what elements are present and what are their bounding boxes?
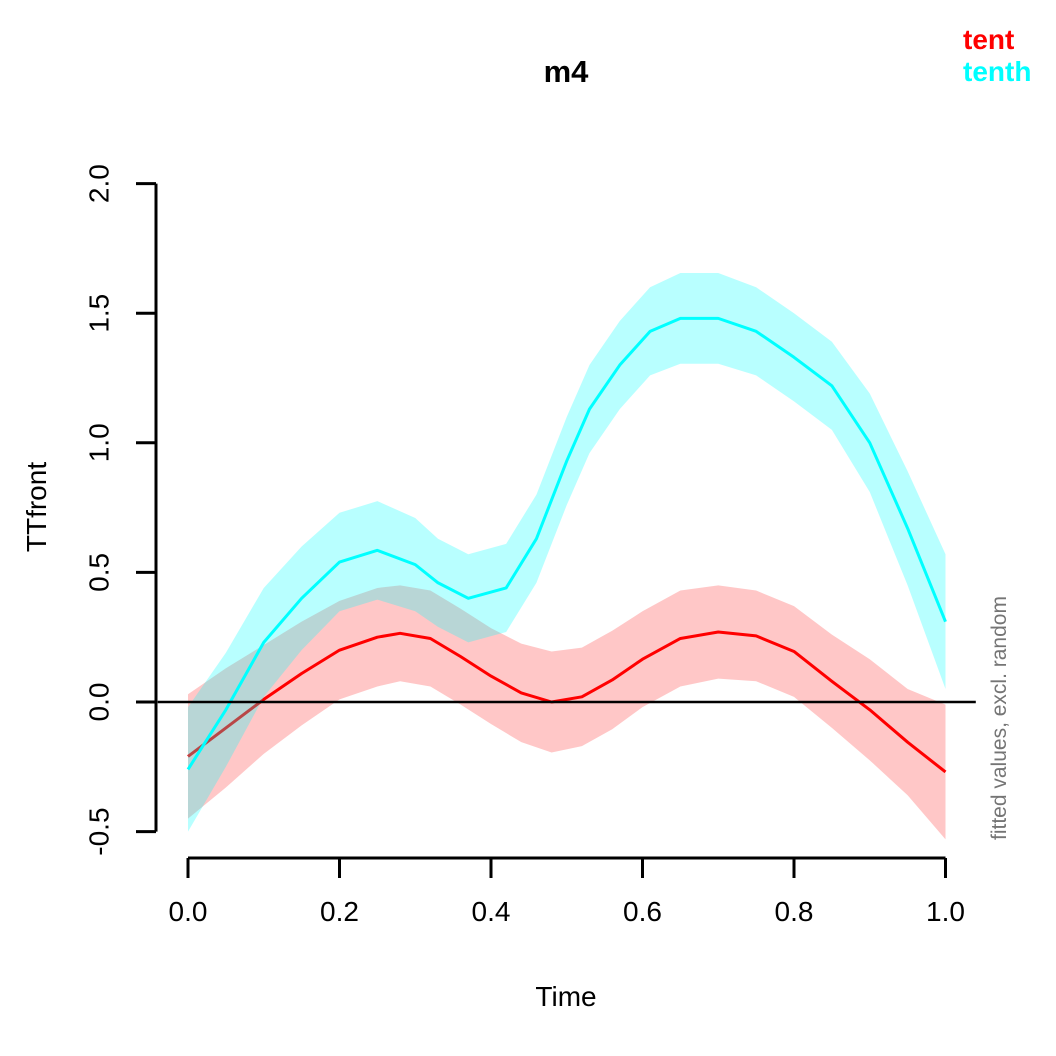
y-tick-label: 1.0	[84, 423, 115, 462]
x-tick-label: 0.6	[623, 896, 662, 927]
legend-item-tenth: tenth	[963, 56, 1032, 87]
legend-item-tent: tent	[963, 24, 1015, 55]
x-tick-label: 0.8	[775, 896, 814, 927]
y-tick-label: 0.0	[84, 683, 115, 722]
y-axis-title: TTfront	[21, 461, 52, 553]
x-tick-label: 0.4	[472, 896, 511, 927]
chart-title: m4	[543, 54, 589, 89]
x-tick-label: 0.2	[320, 896, 359, 927]
x-tick-label: 1.0	[926, 896, 965, 927]
x-axis-title: Time	[535, 981, 597, 1012]
tent-confidence-band	[188, 585, 946, 840]
y-tick-label: 2.0	[84, 164, 115, 203]
y-tick-label: 0.5	[84, 553, 115, 592]
y-tick-label: -0.5	[84, 807, 115, 855]
right-annotation: fitted values, excl. random	[988, 596, 1011, 840]
y-tick-label: 1.5	[84, 294, 115, 333]
tenth-fitted-line	[186, 316, 947, 771]
tenth-confidence-band	[188, 273, 946, 832]
legend: tent tenth	[963, 24, 1031, 88]
x-tick-label: 0.0	[169, 896, 208, 927]
